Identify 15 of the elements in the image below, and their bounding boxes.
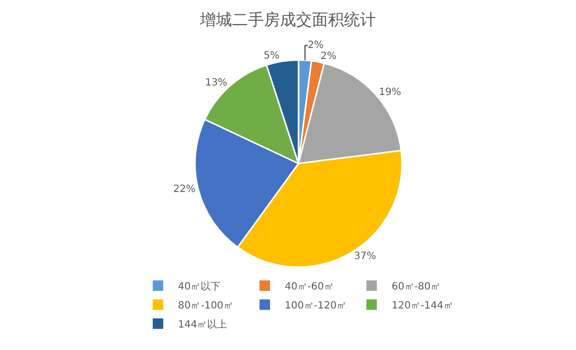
legend-label: 80㎡-100㎡ bbox=[178, 300, 234, 312]
legend-label: 100㎡-120㎡ bbox=[284, 300, 347, 312]
legend-label: 120㎡-144㎡ bbox=[392, 300, 454, 312]
legend-label: 144㎡以上 bbox=[178, 318, 228, 331]
legend-label: 60㎡-80㎡ bbox=[392, 282, 441, 293]
data-label: 13% bbox=[205, 77, 228, 88]
chart-title: 增城二手房成交面积统计 bbox=[199, 10, 376, 30]
data-label: 5% bbox=[264, 50, 280, 62]
data-label: 22% bbox=[173, 184, 196, 196]
data-label: 2% bbox=[308, 40, 324, 52]
data-label: 2% bbox=[320, 51, 337, 62]
legend-label: 40㎡-60㎡ bbox=[284, 282, 334, 293]
data-label: 37% bbox=[354, 251, 376, 262]
data-label: 19% bbox=[378, 87, 402, 98]
legend-label: 40㎡以下 bbox=[178, 280, 221, 293]
